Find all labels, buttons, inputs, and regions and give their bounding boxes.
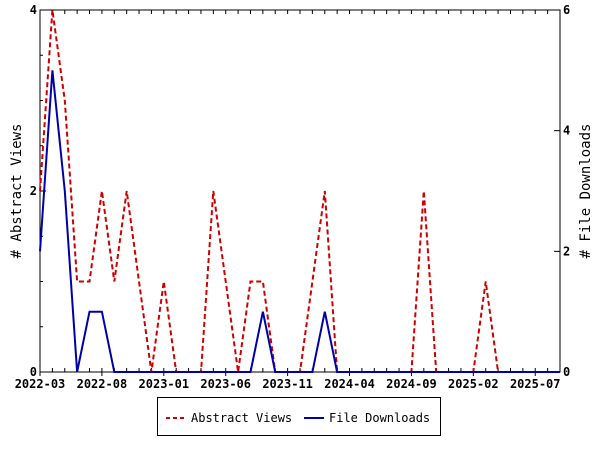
- x-tick-label: 2023-06: [200, 377, 251, 391]
- x-tick-label: 2024-09: [386, 377, 437, 391]
- series-line-abstract-views: [39, 9, 560, 373]
- y-left-tick-label: 4: [30, 3, 37, 17]
- x-tick-label: 2024-04: [324, 377, 375, 391]
- y-right-tick-label: 4: [563, 124, 570, 138]
- y-right-tick-label: 0: [563, 365, 570, 379]
- x-tick-label: 2022-03: [15, 377, 66, 391]
- x-tick-label: 2022-08: [77, 377, 128, 391]
- y-left-tick-label: 0: [30, 365, 37, 379]
- y-right-tick-label: 2: [563, 244, 570, 258]
- x-tick-label: 2023-01: [139, 377, 190, 391]
- x-tick-label: 2023-11: [262, 377, 313, 391]
- x-tick-label: 2025-07: [510, 377, 561, 391]
- plot-frame: [39, 9, 561, 373]
- x-tick-label: 2025-02: [448, 377, 499, 391]
- legend-label-file-downloads: File Downloads: [329, 411, 430, 425]
- y-right-tick-label: 6: [563, 3, 570, 17]
- legend: Abstract Views File Downloads: [157, 397, 441, 436]
- series-line-file-downloads: [39, 70, 560, 373]
- y-left-tick-label: 2: [30, 184, 37, 198]
- y-axis-left-label: # Abstract Views: [9, 124, 25, 259]
- y-axis-right-label: # File Downloads: [578, 124, 594, 259]
- legend-label-abstract-views: Abstract Views: [191, 411, 292, 425]
